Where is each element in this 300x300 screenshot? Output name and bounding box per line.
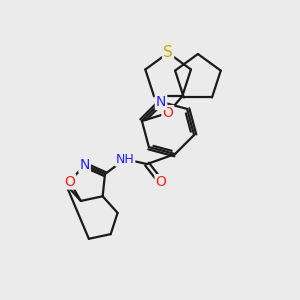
Text: S: S [163,45,173,60]
Text: N: N [80,158,90,172]
Text: N: N [156,95,166,109]
Text: O: O [163,106,173,120]
Text: O: O [64,175,75,189]
Text: O: O [156,175,167,189]
Text: NH: NH [116,153,134,166]
